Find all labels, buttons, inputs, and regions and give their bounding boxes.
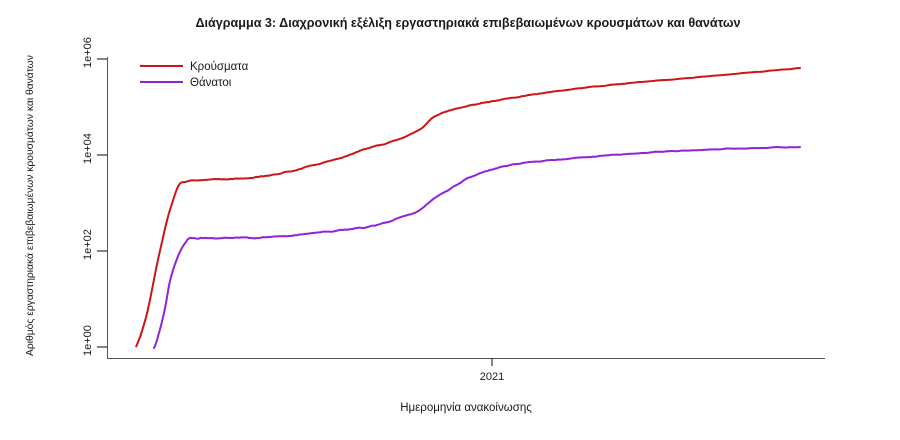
- svg-text:2021: 2021: [480, 371, 504, 383]
- svg-text:1e+00: 1e+00: [82, 325, 94, 356]
- svg-text:Διάγραμμα 3: Διαχρονική εξέλιξ: Διάγραμμα 3: Διαχρονική εξέλιξη εργαστηρ…: [195, 16, 740, 30]
- svg-text:1e+06: 1e+06: [82, 37, 94, 68]
- svg-text:Αριθμός εργαστηριακά επιβεβαιω: Αριθμός εργαστηριακά επιβεβαιωμένων κρου…: [24, 55, 36, 356]
- svg-text:Κρούσματα: Κρούσματα: [190, 61, 249, 73]
- svg-text:Θάνατοι: Θάνατοι: [190, 77, 232, 89]
- svg-text:Ημερομηνία ανακοίνωσης: Ημερομηνία ανακοίνωσης: [400, 402, 532, 414]
- svg-text:1e+04: 1e+04: [82, 133, 94, 164]
- svg-text:1e+02: 1e+02: [82, 229, 94, 260]
